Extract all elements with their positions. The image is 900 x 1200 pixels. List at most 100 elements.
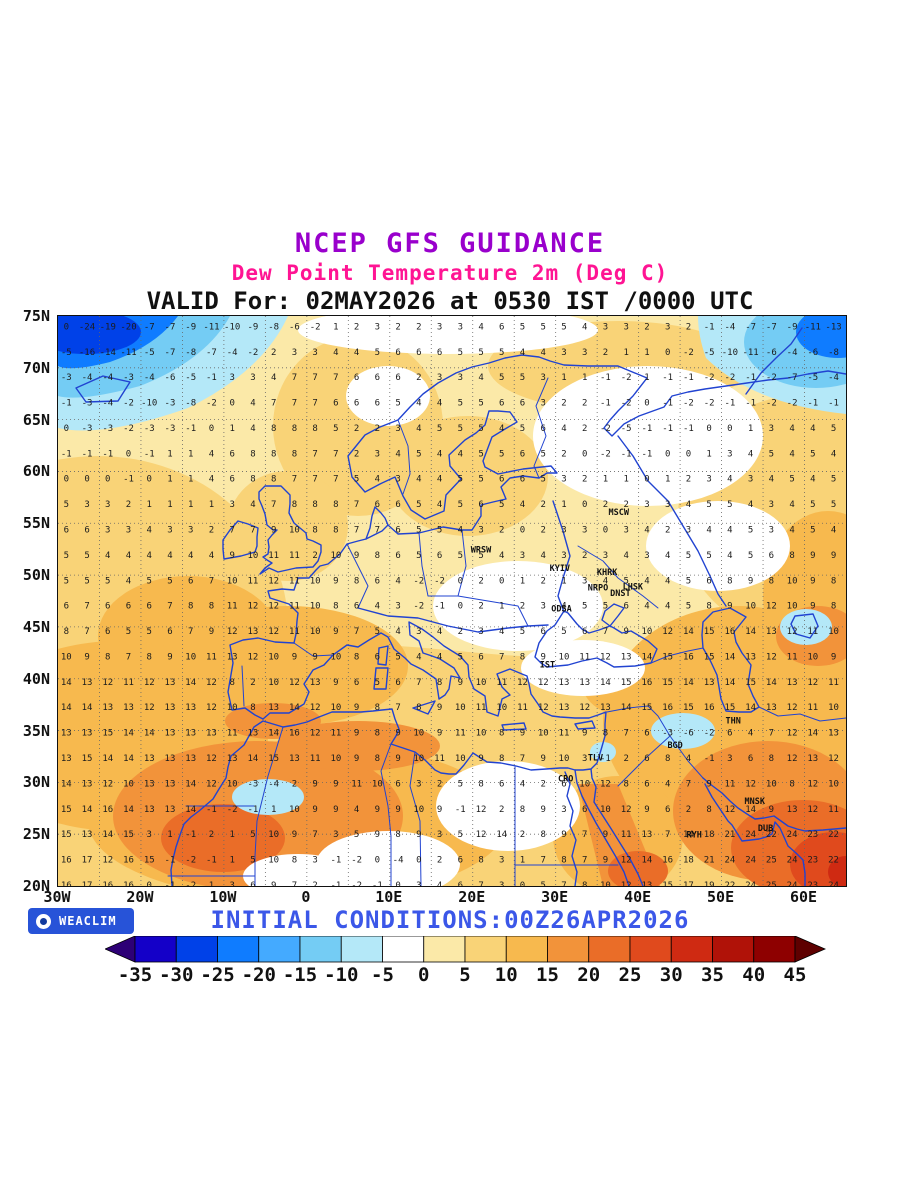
grid-value: 4 bbox=[623, 551, 628, 561]
grid-value: 12 bbox=[828, 754, 839, 764]
grid-value: -5 bbox=[61, 348, 72, 358]
grid-value: 13 bbox=[268, 703, 279, 713]
colorbar-segment bbox=[175, 936, 218, 963]
grid-value: -1 bbox=[82, 449, 93, 459]
grid-value: -2 bbox=[766, 373, 777, 383]
initial-conditions-label: INITIAL CONDITIONS:00Z26APR2026 bbox=[210, 906, 690, 934]
grid-value: 4 bbox=[416, 475, 421, 485]
grid-value: 24 bbox=[745, 830, 756, 840]
graticule bbox=[58, 316, 846, 886]
grid-value: 11 bbox=[289, 627, 300, 637]
grid-value: 4 bbox=[665, 576, 670, 586]
grid-value: 5 bbox=[831, 475, 836, 485]
grid-value: 6 bbox=[582, 805, 587, 815]
grid-value: 9 bbox=[748, 576, 753, 586]
grid-value: 24 bbox=[745, 856, 756, 866]
grid-value: 14 bbox=[248, 754, 259, 764]
grid-value: 15 bbox=[123, 830, 134, 840]
colorbar-segment bbox=[670, 936, 713, 963]
grid-value: 3 bbox=[541, 602, 546, 612]
colorbar-tick-label: -10 bbox=[324, 964, 359, 986]
grid-value: 9 bbox=[375, 830, 380, 840]
grid-value: 11 bbox=[476, 703, 487, 713]
grid-value: 6 bbox=[623, 602, 628, 612]
grid-value: 6 bbox=[499, 779, 504, 789]
grid-value: 12 bbox=[102, 678, 113, 688]
grid-value: 12 bbox=[206, 678, 217, 688]
grid-value: 21 bbox=[704, 856, 715, 866]
coastline-aral bbox=[790, 613, 819, 639]
grid-value: 13 bbox=[144, 805, 155, 815]
grid-value: 7 bbox=[312, 475, 317, 485]
grid-value: 5 bbox=[520, 424, 525, 434]
grid-value: 5 bbox=[375, 678, 380, 688]
grid-value: 3 bbox=[250, 373, 255, 383]
city-label: NRPO bbox=[588, 584, 608, 594]
grid-value: 13 bbox=[102, 703, 113, 713]
grid-value: 10 bbox=[828, 779, 839, 789]
grid-value: 13 bbox=[123, 703, 134, 713]
grid-value: 13 bbox=[165, 703, 176, 713]
grid-value: 7 bbox=[333, 449, 338, 459]
city-label: LHSK bbox=[623, 583, 644, 593]
grid-value: 3 bbox=[686, 525, 691, 535]
grid-value: 8 bbox=[105, 652, 110, 662]
grid-value: 5 bbox=[686, 602, 691, 612]
grid-value: 10 bbox=[289, 525, 300, 535]
grid-value: 9 bbox=[478, 754, 483, 764]
grid-value: -1 bbox=[662, 424, 673, 434]
grid-value: 4 bbox=[520, 779, 525, 789]
grid-value: 8 bbox=[250, 475, 255, 485]
colorbar-tick-label: 15 bbox=[536, 964, 559, 986]
city-label: MSCW bbox=[608, 508, 629, 518]
grid-value: 1 bbox=[561, 500, 566, 510]
grid-value: 5 bbox=[748, 525, 753, 535]
grid-value: 13 bbox=[82, 678, 93, 688]
city-label: DNST bbox=[610, 589, 630, 599]
grid-value: 8 bbox=[789, 551, 794, 561]
grid-value: 13 bbox=[642, 881, 653, 886]
product-title: Dew Point Temperature 2m (Deg C) bbox=[231, 261, 669, 285]
grid-value: -4 bbox=[724, 322, 735, 332]
grid-value: 3 bbox=[582, 525, 587, 535]
grid-value: 9 bbox=[769, 805, 774, 815]
grid-value: 6 bbox=[644, 779, 649, 789]
grid-value: -1 bbox=[185, 424, 196, 434]
grid-value: 15 bbox=[683, 703, 694, 713]
grid-value: 5 bbox=[478, 399, 483, 409]
grid-value: 11 bbox=[206, 652, 217, 662]
grid-value: -1 bbox=[704, 322, 715, 332]
grid-value: 3 bbox=[644, 500, 649, 510]
grid-value: 11 bbox=[351, 779, 362, 789]
grid-value: 12 bbox=[248, 602, 259, 612]
grid-value: 3 bbox=[769, 424, 774, 434]
colorbar-segment bbox=[340, 936, 383, 963]
grid-value: 13 bbox=[704, 678, 715, 688]
grid-value: 13 bbox=[206, 729, 217, 739]
grid-value: 8 bbox=[541, 830, 546, 840]
grid-value: 13 bbox=[144, 754, 155, 764]
grid-value: 5 bbox=[706, 551, 711, 561]
grid-value: 6 bbox=[458, 856, 463, 866]
grid-value: 11 bbox=[787, 652, 798, 662]
grid-value: 2 bbox=[271, 348, 276, 358]
grid-value: 5 bbox=[706, 500, 711, 510]
grid-value: 2 bbox=[520, 830, 525, 840]
grid-value: 5 bbox=[354, 475, 359, 485]
grid-value: 10 bbox=[538, 729, 549, 739]
grid-value: -3 bbox=[165, 424, 176, 434]
grid-value: -1 bbox=[724, 399, 735, 409]
grid-value: 24 bbox=[787, 881, 798, 886]
grid-value: 8 bbox=[375, 551, 380, 561]
grid-value: 4 bbox=[644, 525, 649, 535]
grid-value: -1 bbox=[144, 449, 155, 459]
grid-value: 11 bbox=[828, 678, 839, 688]
grid-value: 1 bbox=[209, 881, 214, 886]
grid-value: 5 bbox=[416, 525, 421, 535]
grid-value: 3 bbox=[623, 322, 628, 332]
grid-value: 16 bbox=[123, 881, 134, 886]
grid-value: 4 bbox=[603, 576, 608, 586]
grid-value: 7 bbox=[541, 856, 546, 866]
grid-value: 2 bbox=[665, 525, 670, 535]
grid-value: 9 bbox=[582, 729, 587, 739]
